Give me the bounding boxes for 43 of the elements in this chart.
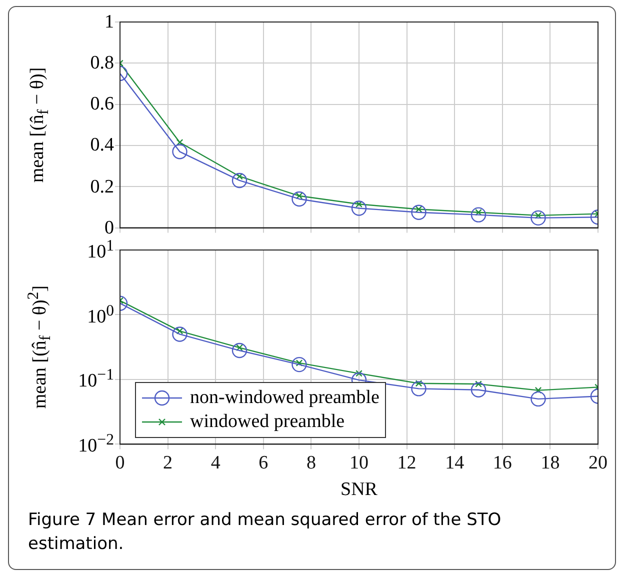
point: [356, 200, 362, 208]
y-tick-label: 10$^{1}$: [87, 237, 114, 263]
point: [351, 200, 367, 216]
point: [534, 386, 542, 394]
y-tick-label: 0.8: [90, 52, 114, 74]
legend-label: windowed preamble: [190, 411, 345, 434]
x-axis-title: SNR: [340, 479, 378, 500]
x-tick-label: 16: [492, 452, 512, 474]
point: [415, 380, 422, 387]
x-tick-label: 4: [210, 452, 221, 474]
x-tick-label: 12: [397, 452, 416, 474]
point: [530, 210, 546, 226]
point: [475, 380, 482, 388]
point: [232, 342, 248, 358]
y-tick-label: 10$^{−1}$: [78, 366, 114, 392]
point: [292, 356, 307, 372]
y-tick-label: 10$^{0}$: [87, 302, 114, 328]
point: [530, 391, 546, 407]
x-tick-label: 6: [258, 452, 268, 474]
point: [470, 207, 486, 222]
point: [232, 172, 248, 188]
point: [172, 144, 188, 160]
y-tick-label: 0.4: [90, 134, 114, 156]
x-tick-label: 20: [588, 452, 608, 474]
x-tick-label: 10: [350, 452, 368, 474]
point: [172, 326, 188, 342]
point: [411, 381, 426, 396]
y-tick-label: 1: [104, 12, 114, 32]
y-tick-label: 0: [104, 217, 114, 238]
y-tick-label: 0.2: [90, 176, 114, 198]
point: [470, 382, 486, 398]
x-tick-label: 14: [445, 452, 465, 474]
point: [176, 138, 184, 146]
x-tick-label: 8: [306, 452, 316, 474]
point: [292, 191, 307, 207]
caption: Figure 7 Mean error and mean squared error of the STO estimation.: [28, 509, 502, 556]
x-tick-label: 2: [163, 452, 173, 474]
y-tick-label: 0.6: [90, 94, 114, 115]
legend-label: non-windowed preamble: [190, 387, 380, 410]
point: [236, 172, 243, 180]
point: [411, 204, 426, 220]
y-tick-label: 10$^{−2}$: [78, 432, 114, 457]
x-tick-label: 18: [540, 452, 560, 474]
